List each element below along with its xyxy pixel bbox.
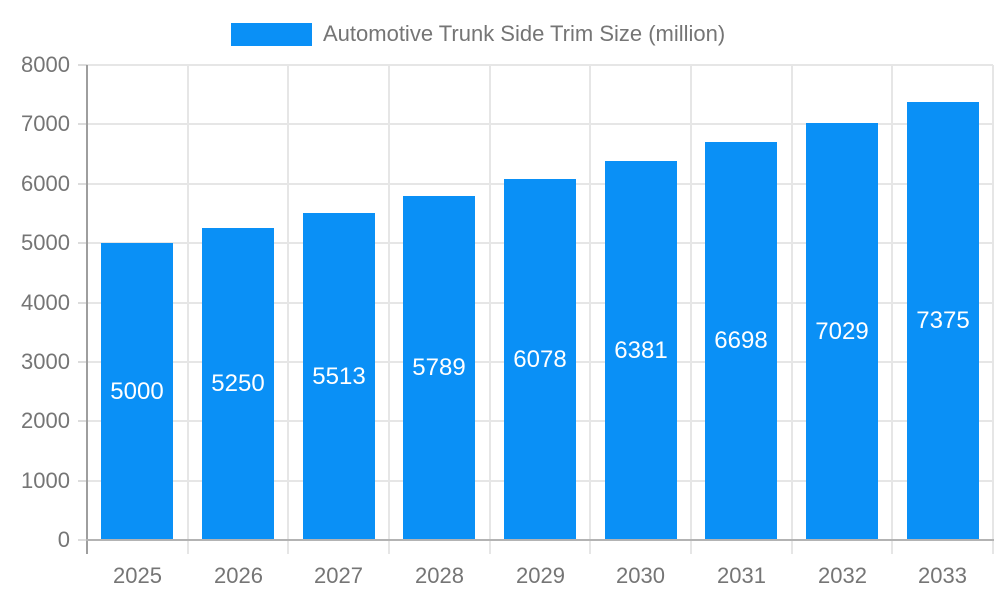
v-gridline bbox=[992, 65, 994, 554]
x-tick-label: 2026 bbox=[214, 563, 263, 588]
y-tick bbox=[78, 64, 87, 66]
bar-value-label: 7375 bbox=[916, 307, 970, 334]
bar-value-label: 5250 bbox=[211, 370, 265, 397]
y-axis-line bbox=[86, 65, 88, 554]
plot-area: 5000 5250 5513 5789 6078 6381 6698 7029 7375 bbox=[87, 64, 994, 554]
y-tick-label: 3000 bbox=[21, 348, 70, 374]
y-tick bbox=[78, 539, 87, 541]
bar-2025: 5000 bbox=[101, 243, 173, 540]
x-tick-label: 2027 bbox=[314, 563, 363, 588]
y-tick-label: 5000 bbox=[21, 230, 70, 256]
legend: Automotive Trunk Side Trim Size (million… bbox=[231, 21, 725, 47]
legend-label: Automotive Trunk Side Trim Size (million… bbox=[323, 21, 726, 46]
bar-value-label: 6078 bbox=[513, 345, 567, 373]
v-gridline bbox=[891, 65, 893, 554]
legend-swatch bbox=[231, 22, 312, 46]
v-gridline bbox=[690, 65, 692, 554]
x-tick-label: 2032 bbox=[818, 563, 867, 588]
y-tick-label: 0 bbox=[57, 527, 70, 552]
bar-value-label: 7029 bbox=[815, 317, 869, 345]
bar-2033: 7375 bbox=[907, 102, 979, 540]
bar-2031: 6698 bbox=[705, 142, 777, 540]
y-tick bbox=[78, 182, 87, 185]
y-tick bbox=[78, 301, 87, 304]
x-tick-label: 2028 bbox=[415, 563, 464, 588]
v-gridline bbox=[388, 65, 390, 554]
bar-2030: 6381 bbox=[605, 161, 677, 540]
v-gridline bbox=[287, 65, 289, 554]
x-tick-label: 2029 bbox=[516, 563, 565, 588]
y-tick-label: 2000 bbox=[21, 408, 70, 434]
bar-2026: 5250 bbox=[202, 228, 274, 540]
y-tick bbox=[78, 242, 87, 245]
bar-2032: 7029 bbox=[806, 123, 878, 540]
bar-value-label: 5789 bbox=[412, 354, 466, 381]
y-tick bbox=[78, 420, 87, 423]
v-gridline bbox=[589, 65, 591, 554]
y-tick bbox=[78, 123, 87, 126]
y-tick bbox=[78, 360, 87, 363]
x-tick-label: 2031 bbox=[717, 563, 766, 588]
x-tick-label: 2030 bbox=[616, 563, 665, 588]
bar-value-label: 5000 bbox=[110, 377, 164, 405]
y-tick-label: 8000 bbox=[21, 52, 70, 77]
bar-value-label: 5513 bbox=[312, 362, 366, 390]
bar-value-label: 6698 bbox=[714, 327, 768, 354]
v-gridline bbox=[791, 65, 793, 554]
bar-2028: 5789 bbox=[403, 196, 475, 540]
v-gridline bbox=[489, 65, 491, 554]
x-tick-label: 2025 bbox=[113, 563, 162, 588]
bar-2029: 6078 bbox=[504, 179, 576, 540]
y-tick-label: 7000 bbox=[21, 111, 70, 137]
h-gridline bbox=[87, 123, 993, 126]
y-tick-label: 1000 bbox=[21, 467, 70, 493]
x-tick-label: 2033 bbox=[918, 563, 967, 588]
y-tick-label: 4000 bbox=[21, 289, 70, 315]
y-tick bbox=[78, 479, 87, 482]
y-tick-label: 6000 bbox=[21, 170, 70, 196]
h-gridline bbox=[87, 64, 993, 66]
v-gridline bbox=[187, 65, 189, 554]
bar-2027: 5513 bbox=[303, 213, 375, 540]
x-axis-baseline bbox=[86, 539, 994, 541]
bar-value-label: 6381 bbox=[614, 336, 668, 364]
